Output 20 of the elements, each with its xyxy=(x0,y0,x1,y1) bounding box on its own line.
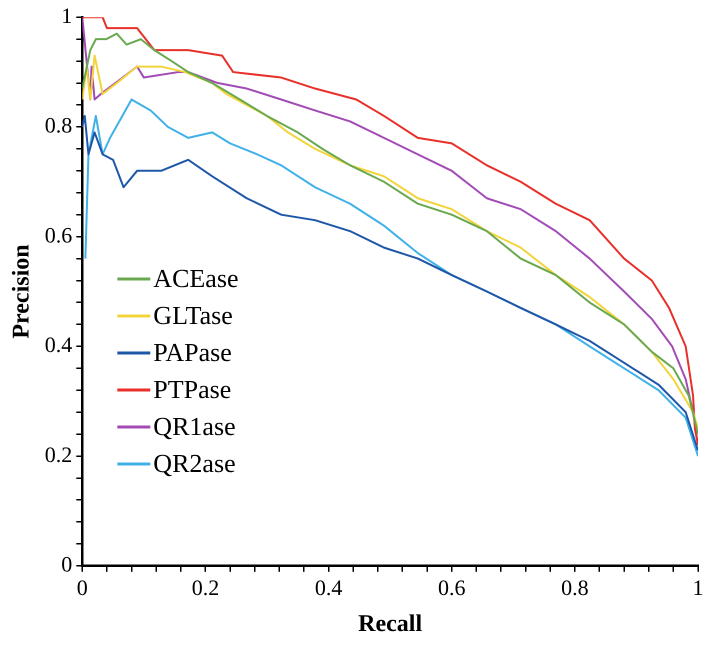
x-axis-title: Recall xyxy=(358,610,422,637)
legend-label: QR2ase xyxy=(153,448,236,478)
y-tick-label: 1 xyxy=(61,2,72,28)
legend-label: PTPase xyxy=(153,374,232,404)
x-tick-label: 1 xyxy=(692,574,704,600)
y-tick-label: 0.6 xyxy=(44,222,72,248)
y-tick-label: 0.2 xyxy=(44,442,72,467)
y-tick-label: 0.4 xyxy=(44,332,72,358)
x-tick-label: 0.8 xyxy=(561,574,589,600)
y-axis-title: Precision xyxy=(8,244,35,339)
legend-label: GLTase xyxy=(153,300,233,330)
x-tick-label: 0 xyxy=(76,574,88,600)
legend-label: ACEase xyxy=(153,264,239,293)
x-tick-label: 0.6 xyxy=(438,574,466,600)
y-tick-label: 0.8 xyxy=(44,112,72,138)
legend-label: PAPase xyxy=(153,338,232,367)
x-tick-label: 0.4 xyxy=(314,574,342,600)
x-tick-label: 0.2 xyxy=(192,574,220,600)
legend-label: QR1ase xyxy=(153,412,236,441)
y-tick-label: 0 xyxy=(61,552,72,577)
